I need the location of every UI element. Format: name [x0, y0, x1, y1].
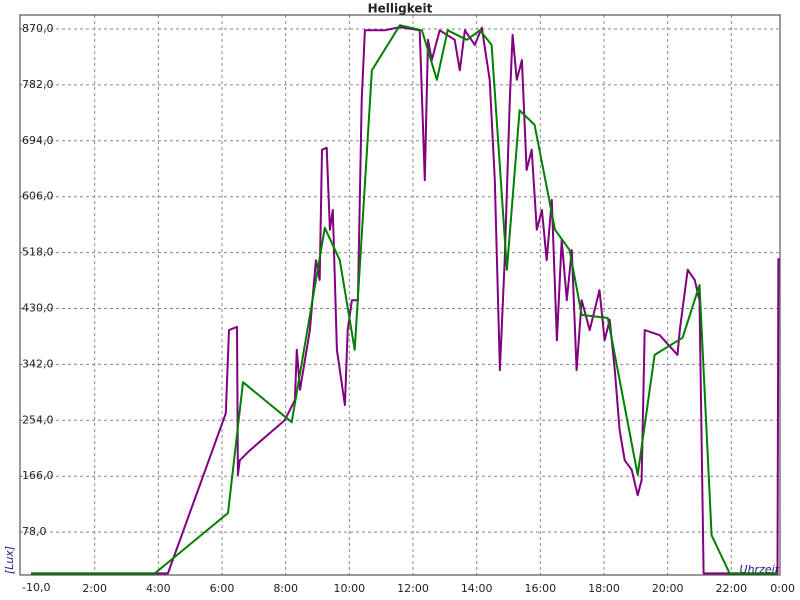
lines	[31, 24, 780, 575]
x-tick-label: 6:00	[210, 582, 235, 595]
y-tick-label: 518,0	[22, 246, 54, 259]
y-tick-label: -10,0	[22, 581, 50, 594]
chart-title: Helligkeit	[368, 2, 433, 16]
y-tick-label: 342,0	[22, 357, 54, 370]
x-tick-label: 16:00	[524, 582, 556, 595]
y-axis-label: [Lux]	[3, 546, 16, 574]
y-tick-label: 782,0	[22, 78, 54, 91]
x-tick-label: 4:00	[146, 582, 171, 595]
y-tick-label: 166,0	[22, 469, 54, 482]
x-tick-label: 20:00	[652, 582, 684, 595]
plot-frame	[19, 14, 781, 576]
y-tick-label: 870,0	[22, 22, 54, 35]
y-tick-label: 606,0	[22, 190, 54, 203]
x-tick-label: 22:00	[715, 582, 747, 595]
x-tick-label: 12:00	[397, 582, 429, 595]
y-tick-label: 254,0	[22, 413, 54, 426]
series-line	[31, 26, 780, 575]
y-tick-label: 694,0	[22, 134, 54, 147]
series-line	[31, 24, 778, 575]
x-tick-label: 10:00	[333, 582, 365, 595]
y-tick-label: 78,0	[22, 525, 47, 538]
x-tick-label: 2:00	[82, 582, 107, 595]
x-tick-label: 18:00	[588, 582, 620, 595]
x-tick-label: 8:00	[273, 582, 298, 595]
x-tick-label: 14:00	[461, 582, 493, 595]
x-tick-label: 0:00	[770, 582, 795, 595]
y-tick-label: 430,0	[22, 302, 54, 315]
grid	[20, 15, 780, 575]
